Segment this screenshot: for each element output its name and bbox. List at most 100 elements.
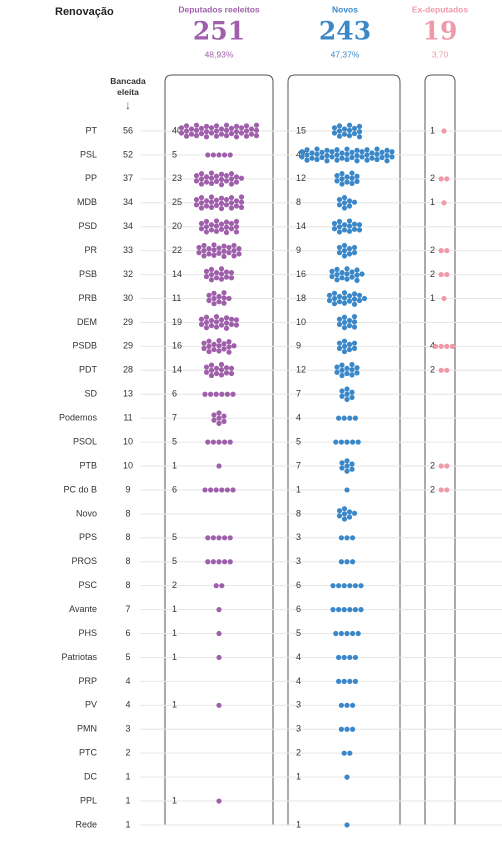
count-label: 4 bbox=[430, 341, 435, 351]
dot bbox=[438, 487, 444, 493]
dot bbox=[233, 174, 240, 180]
dot bbox=[216, 245, 222, 251]
dot bbox=[203, 369, 210, 375]
dot-cluster bbox=[344, 774, 350, 780]
dot bbox=[231, 253, 237, 259]
dot bbox=[304, 152, 310, 158]
dot bbox=[351, 291, 358, 297]
dot bbox=[218, 182, 225, 188]
dot bbox=[213, 173, 220, 179]
dot-cluster bbox=[216, 798, 222, 804]
dot bbox=[347, 607, 353, 613]
dot bbox=[253, 127, 260, 133]
legend-entry: Novos bbox=[332, 4, 358, 14]
total-value: 33 bbox=[123, 245, 133, 255]
dot-cluster bbox=[326, 290, 368, 307]
count-label: 1 bbox=[430, 293, 435, 303]
dot bbox=[351, 301, 358, 307]
dot bbox=[441, 128, 447, 134]
dot bbox=[213, 370, 220, 377]
dot bbox=[183, 128, 190, 134]
count-label: 7 bbox=[296, 460, 301, 470]
dot bbox=[216, 535, 222, 541]
dot bbox=[216, 607, 222, 613]
legend-entry: Ex-deputados bbox=[412, 4, 468, 14]
dot bbox=[213, 324, 220, 330]
dot bbox=[231, 248, 237, 254]
dot bbox=[233, 198, 240, 204]
dot bbox=[233, 179, 240, 185]
dot bbox=[347, 583, 353, 589]
dot bbox=[218, 171, 225, 177]
dot bbox=[213, 275, 220, 281]
dot bbox=[352, 583, 358, 589]
dot bbox=[222, 439, 228, 445]
category-label: PTB bbox=[79, 460, 97, 470]
dot bbox=[226, 244, 232, 251]
dot bbox=[231, 343, 237, 349]
chart-title: Renovação bbox=[55, 6, 114, 18]
dot-cluster bbox=[336, 415, 358, 421]
dot bbox=[350, 726, 356, 732]
dot bbox=[384, 147, 390, 153]
dot-cluster bbox=[336, 678, 358, 684]
dot bbox=[213, 133, 220, 139]
dot bbox=[205, 535, 211, 541]
count-label: 1 bbox=[172, 700, 177, 710]
dot-cluster bbox=[438, 271, 450, 278]
dot bbox=[438, 271, 444, 278]
dot bbox=[222, 559, 228, 565]
dot bbox=[218, 276, 225, 282]
dot bbox=[202, 391, 208, 397]
dot bbox=[221, 248, 227, 254]
dot bbox=[336, 415, 342, 421]
dot bbox=[299, 154, 305, 160]
count-label: 1 bbox=[296, 484, 301, 494]
dot bbox=[438, 248, 444, 254]
dot bbox=[193, 196, 200, 203]
dot bbox=[238, 199, 245, 205]
dot bbox=[331, 220, 338, 227]
dot bbox=[208, 372, 215, 379]
total-value: 10 bbox=[123, 460, 133, 470]
total-value: 1 bbox=[125, 819, 130, 829]
dot bbox=[319, 149, 325, 155]
dot bbox=[344, 391, 350, 397]
count-label: 14 bbox=[172, 269, 182, 279]
dot bbox=[203, 134, 210, 140]
dot bbox=[341, 506, 348, 512]
dot-cluster bbox=[331, 218, 363, 235]
dot bbox=[324, 152, 330, 159]
dot bbox=[339, 176, 345, 182]
dot bbox=[208, 367, 215, 373]
dot bbox=[336, 244, 343, 251]
dot bbox=[208, 277, 215, 283]
category-label: PSOL bbox=[73, 436, 97, 446]
dot bbox=[223, 122, 230, 128]
dot bbox=[198, 200, 205, 206]
arrow: ↓ bbox=[125, 98, 131, 112]
dot bbox=[369, 155, 375, 161]
dot bbox=[211, 290, 217, 296]
total-value: 8 bbox=[125, 508, 130, 518]
count-label: 16 bbox=[296, 269, 306, 279]
dot bbox=[344, 365, 350, 371]
category-label: PPL bbox=[80, 795, 97, 805]
dot bbox=[226, 349, 232, 355]
dot bbox=[221, 295, 227, 301]
dot bbox=[210, 439, 216, 445]
dot bbox=[444, 367, 450, 373]
dot bbox=[336, 128, 343, 134]
dot-cluster bbox=[438, 487, 450, 493]
dot bbox=[338, 630, 344, 637]
dot bbox=[346, 246, 353, 252]
dot bbox=[347, 654, 353, 661]
count-label: 2 bbox=[430, 460, 435, 470]
dot bbox=[346, 341, 353, 347]
dot bbox=[228, 269, 235, 276]
dot bbox=[193, 173, 200, 179]
dot bbox=[233, 134, 240, 140]
dot bbox=[221, 253, 227, 260]
dot bbox=[213, 197, 220, 203]
dot bbox=[223, 202, 230, 208]
